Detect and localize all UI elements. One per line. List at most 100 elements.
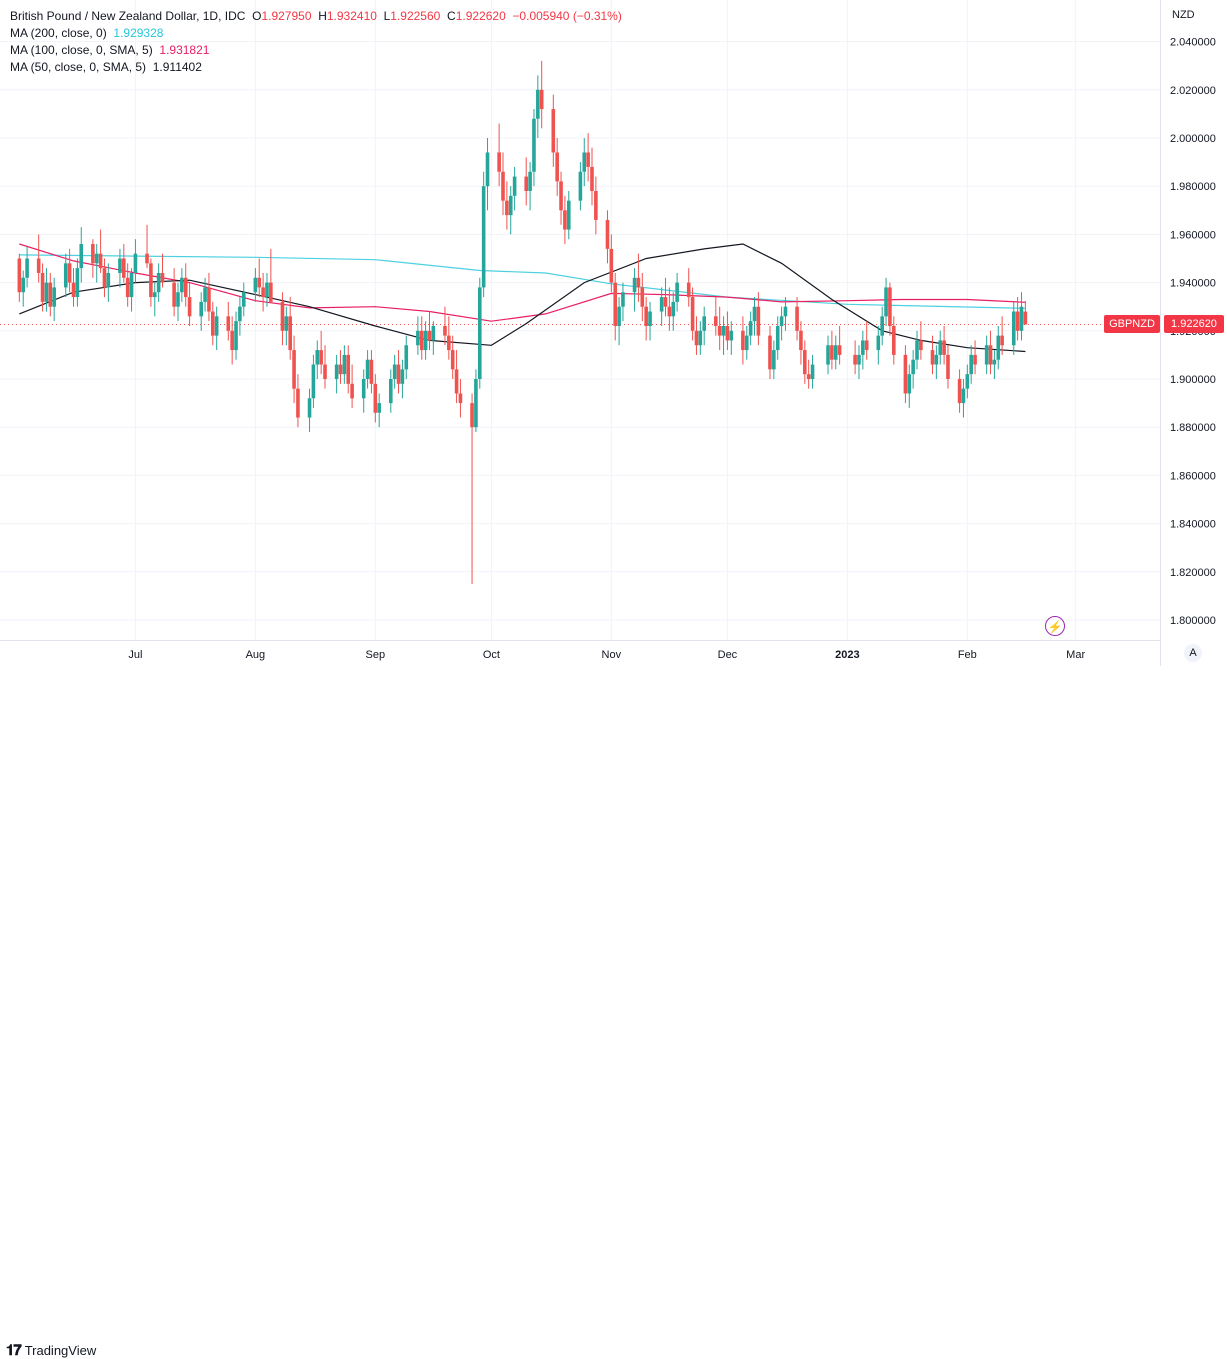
candle [365,350,370,389]
time-tick-label: Mar [1066,649,1085,661]
legend-ma100-value: 1.931821 [159,43,210,57]
tradingview-brand: TradingView [24,1343,97,1358]
candle-body [319,350,323,365]
candle-body [361,379,366,399]
candle [388,369,393,413]
chart-pane[interactable] [0,0,1160,640]
candle [539,60,544,129]
candle [342,345,347,384]
time-scale[interactable]: Jul Aug Sep Oct Nov Dec 2023 Feb Mar [0,640,1160,667]
candle [477,277,482,389]
candle-body [149,263,153,298]
legend-ma50-label[interactable]: MA (50, close, 0, SMA, 5) [10,60,147,74]
candle-body [566,200,571,230]
candle [586,133,590,182]
time-tick-label: Nov [602,649,622,661]
candle-body [454,369,459,394]
candle-body [307,398,312,418]
candlestick-chart[interactable] [0,0,1160,640]
candle-body [334,364,339,379]
candle-body [350,383,354,399]
candle [91,239,95,278]
candle-body [772,350,776,370]
candle-body [481,186,486,288]
candle [350,364,354,408]
candle-body [996,335,1001,360]
candle-body [122,258,126,278]
candle [1000,316,1004,355]
candle [423,321,428,360]
candle-body [427,330,432,341]
candle [17,253,22,302]
candle [903,345,908,404]
candle-body [830,345,834,360]
candle-body [644,306,648,326]
candle-body [280,301,285,331]
candle [876,325,881,365]
candle-body [702,316,707,331]
candle-body [404,345,409,370]
candle [779,306,784,341]
candle-body [891,325,896,355]
candle-body [930,350,935,365]
candle-body [292,350,296,389]
candle [443,306,447,346]
legend-ma200-label[interactable]: MA (200, close, 0) [10,26,107,40]
candle-body [214,316,219,336]
candle-body [961,388,966,404]
candle-body [284,316,289,331]
candle-body [884,287,888,317]
candle [377,393,381,428]
candle [582,138,587,187]
candle [265,272,269,307]
legend-close-value: 1.922620 [455,9,506,23]
candle [578,162,583,211]
candle-body [659,297,664,312]
candle-body [563,210,567,230]
candle-body [617,306,621,326]
candle-body [501,171,505,201]
legend-high-label: H [318,9,327,23]
candle-body [447,335,451,351]
candle [810,354,815,389]
candle [94,244,99,283]
candle [214,306,219,351]
candle-body [880,316,884,336]
candle-body [118,258,122,273]
candle-body [508,195,513,216]
legend-open-value: 1.927950 [261,9,312,23]
candle [806,359,811,389]
candle [400,359,405,399]
candle [911,350,915,389]
candle-body [315,350,320,365]
candle-body [497,152,501,172]
candle [992,350,997,379]
candle-body [524,176,529,192]
price-tick-label: 1.960000 [1170,229,1216,241]
candle-body [145,253,149,264]
candle [296,374,300,428]
candle-body [992,359,997,365]
candle [63,253,68,298]
auto-scale-button[interactable]: A [1184,644,1202,662]
candle-body [241,292,246,307]
candle-body [605,219,610,249]
candle [307,388,312,433]
candle [292,335,296,404]
legend-symbol[interactable]: British Pound / New Zealand Dollar, 1D, … [10,9,246,23]
candle-body [648,311,652,326]
candle [532,109,536,187]
legend-ma100-label[interactable]: MA (100, close, 0, SMA, 5) [10,43,153,57]
candle [744,325,749,360]
candle [609,234,614,293]
candle [536,75,540,138]
candle [803,340,807,384]
candle-body [671,301,676,317]
candle [640,272,645,322]
candle-body [257,277,262,288]
candle [450,335,455,379]
candle [702,306,707,346]
tradingview-logo[interactable]: 𝟏𝟕 TradingView [6,1342,96,1359]
lightning-icon[interactable]: ⚡ [1045,616,1065,636]
candle [458,379,463,418]
